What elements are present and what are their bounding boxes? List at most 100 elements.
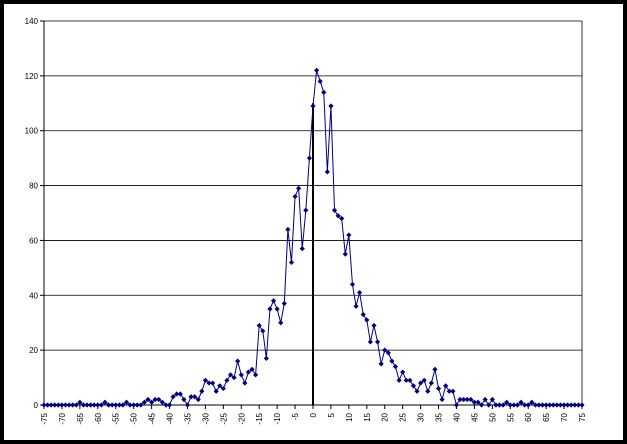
- x-tick-label: -75: [40, 412, 49, 424]
- data-point: [159, 399, 165, 405]
- data-point: [439, 396, 445, 403]
- data-point: [116, 402, 122, 408]
- data-point: [335, 213, 341, 219]
- data-point: [231, 374, 237, 381]
- data-point: [339, 215, 345, 222]
- data-point: [52, 402, 58, 408]
- data-point: [435, 385, 442, 392]
- data-point: [357, 289, 363, 296]
- data-point: [360, 311, 366, 318]
- data-point: [131, 402, 137, 408]
- data-point: [141, 399, 148, 405]
- x-tick-label: 75: [578, 412, 587, 421]
- data-point: [317, 78, 323, 84]
- data-point: [145, 396, 151, 403]
- data-point: [270, 298, 277, 304]
- data-point: [374, 339, 381, 345]
- data-series: [41, 67, 585, 408]
- x-tick-label: -15: [255, 412, 264, 424]
- data-point: [256, 322, 262, 329]
- data-point: [493, 402, 499, 408]
- data-point: [367, 339, 373, 345]
- data-point: [382, 347, 388, 353]
- data-point: [425, 388, 431, 394]
- data-point: [235, 358, 241, 364]
- data-point: [184, 402, 191, 408]
- data-point: [575, 402, 582, 408]
- data-point: [242, 380, 248, 386]
- data-point: [371, 322, 377, 329]
- data-point: [70, 402, 76, 408]
- data-point: [482, 396, 488, 403]
- data-point: [496, 402, 503, 408]
- data-point: [220, 385, 226, 392]
- data-point: [77, 399, 83, 405]
- data-point: [457, 396, 463, 403]
- x-tick-label: -70: [58, 412, 67, 424]
- data-point: [478, 402, 485, 408]
- data-point: [346, 232, 352, 238]
- data-point: [80, 402, 87, 408]
- data-point: [414, 388, 420, 394]
- y-tick-label: 140: [25, 17, 39, 26]
- y-tick-label: 60: [29, 236, 38, 245]
- x-tick-label: 55: [506, 412, 515, 421]
- data-point: [468, 396, 474, 403]
- x-tick-label: 45: [470, 412, 479, 421]
- data-point: [120, 402, 126, 408]
- data-point: [543, 402, 549, 408]
- data-point: [127, 402, 133, 408]
- data-point: [281, 300, 287, 307]
- data-point: [565, 402, 571, 408]
- data-point: [446, 388, 452, 394]
- x-tick-label: -55: [112, 412, 121, 424]
- data-point: [249, 366, 255, 372]
- data-point: [156, 396, 162, 403]
- data-point: [378, 361, 384, 367]
- y-tick-label: 80: [29, 182, 38, 191]
- data-point: [536, 402, 542, 408]
- data-point: [525, 402, 531, 408]
- y-tick-label: 100: [25, 127, 39, 136]
- data-point: [288, 259, 295, 265]
- data-point: [62, 402, 69, 408]
- data-point: [260, 328, 266, 334]
- data-point: [461, 396, 467, 403]
- x-tick-label: 10: [345, 412, 354, 421]
- data-point: [181, 396, 187, 403]
- data-point: [274, 306, 280, 312]
- data-point: [59, 402, 65, 408]
- data-point: [407, 377, 413, 383]
- data-point: [195, 396, 201, 403]
- data-point: [331, 207, 338, 213]
- data-point: [285, 226, 291, 233]
- data-point: [432, 366, 438, 372]
- data-point: [227, 372, 234, 378]
- data-point: [385, 350, 391, 356]
- data-point: [418, 380, 424, 386]
- data-point: [550, 402, 556, 408]
- data-point: [532, 402, 538, 408]
- x-tick-label: -50: [130, 412, 139, 424]
- data-point: [475, 399, 481, 405]
- x-tick-label: 50: [488, 412, 497, 421]
- data-point: [170, 394, 176, 400]
- data-point: [102, 399, 108, 405]
- x-tick-label: -40: [166, 412, 175, 424]
- data-point: [428, 380, 434, 386]
- data-point: [392, 364, 399, 370]
- data-point: [547, 402, 553, 408]
- data-point: [174, 391, 180, 397]
- data-point: [188, 394, 194, 400]
- data-point: [55, 402, 61, 408]
- data-point: [213, 388, 219, 394]
- data-point: [66, 402, 72, 408]
- data-point: [310, 103, 316, 109]
- data-point: [507, 402, 513, 408]
- x-tick-label: 60: [524, 412, 533, 421]
- data-point: [410, 383, 417, 389]
- data-point: [253, 372, 259, 378]
- data-point: [514, 402, 521, 408]
- data-point: [568, 402, 574, 408]
- x-tick-label: -65: [76, 412, 85, 424]
